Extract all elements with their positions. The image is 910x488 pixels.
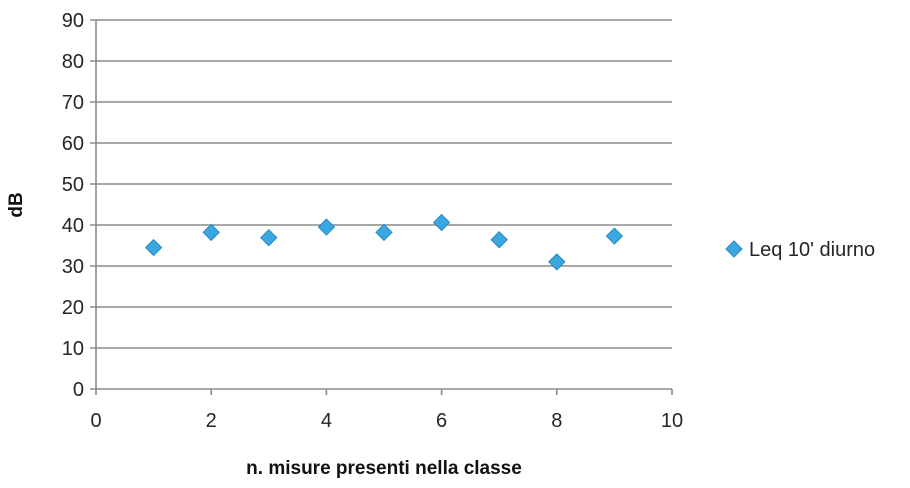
grid-lines — [90, 19, 672, 349]
y-tick-label: 80 — [62, 51, 84, 73]
axes — [90, 20, 673, 395]
x-tick-label: 4 — [321, 410, 332, 432]
y-axis-title: dB — [6, 192, 27, 217]
x-tick-label: 0 — [90, 410, 101, 432]
data-point — [432, 213, 451, 232]
data-point — [317, 218, 336, 236]
x-tick-label: 10 — [661, 410, 683, 432]
y-tick-label: 40 — [62, 215, 84, 237]
legend: Leq 10' diurno — [725, 239, 875, 261]
y-tick-label: 10 — [62, 338, 84, 360]
data-point — [605, 227, 624, 245]
y-tick-label: 50 — [62, 174, 84, 196]
legend-marker-diamond — [725, 240, 743, 258]
y-tick-label: 20 — [62, 297, 84, 319]
x-tick-label: 8 — [551, 410, 562, 432]
x-tick-label: 2 — [206, 410, 217, 432]
data-point — [490, 231, 508, 249]
y-tick-label: 70 — [62, 92, 84, 114]
y-tick-label: 30 — [62, 256, 84, 278]
y-tick-labels: 0 10 20 30 40 50 60 70 80 90 — [62, 10, 84, 401]
y-tick-label: 90 — [62, 10, 84, 32]
x-tick-labels: 0 2 4 6 8 10 — [90, 410, 683, 432]
x-axis-title: n. misure presenti nella classe — [246, 458, 522, 479]
y-tick-label: 60 — [62, 133, 84, 155]
data-point — [375, 223, 393, 242]
data-point — [144, 238, 163, 257]
data-point — [202, 223, 220, 242]
x-tick-label: 6 — [436, 410, 447, 432]
data-point — [260, 229, 278, 247]
y-tick-label: 0 — [73, 379, 84, 401]
data-points — [144, 213, 624, 271]
data-point — [548, 253, 566, 271]
legend-label: Leq 10' diurno — [749, 239, 875, 261]
